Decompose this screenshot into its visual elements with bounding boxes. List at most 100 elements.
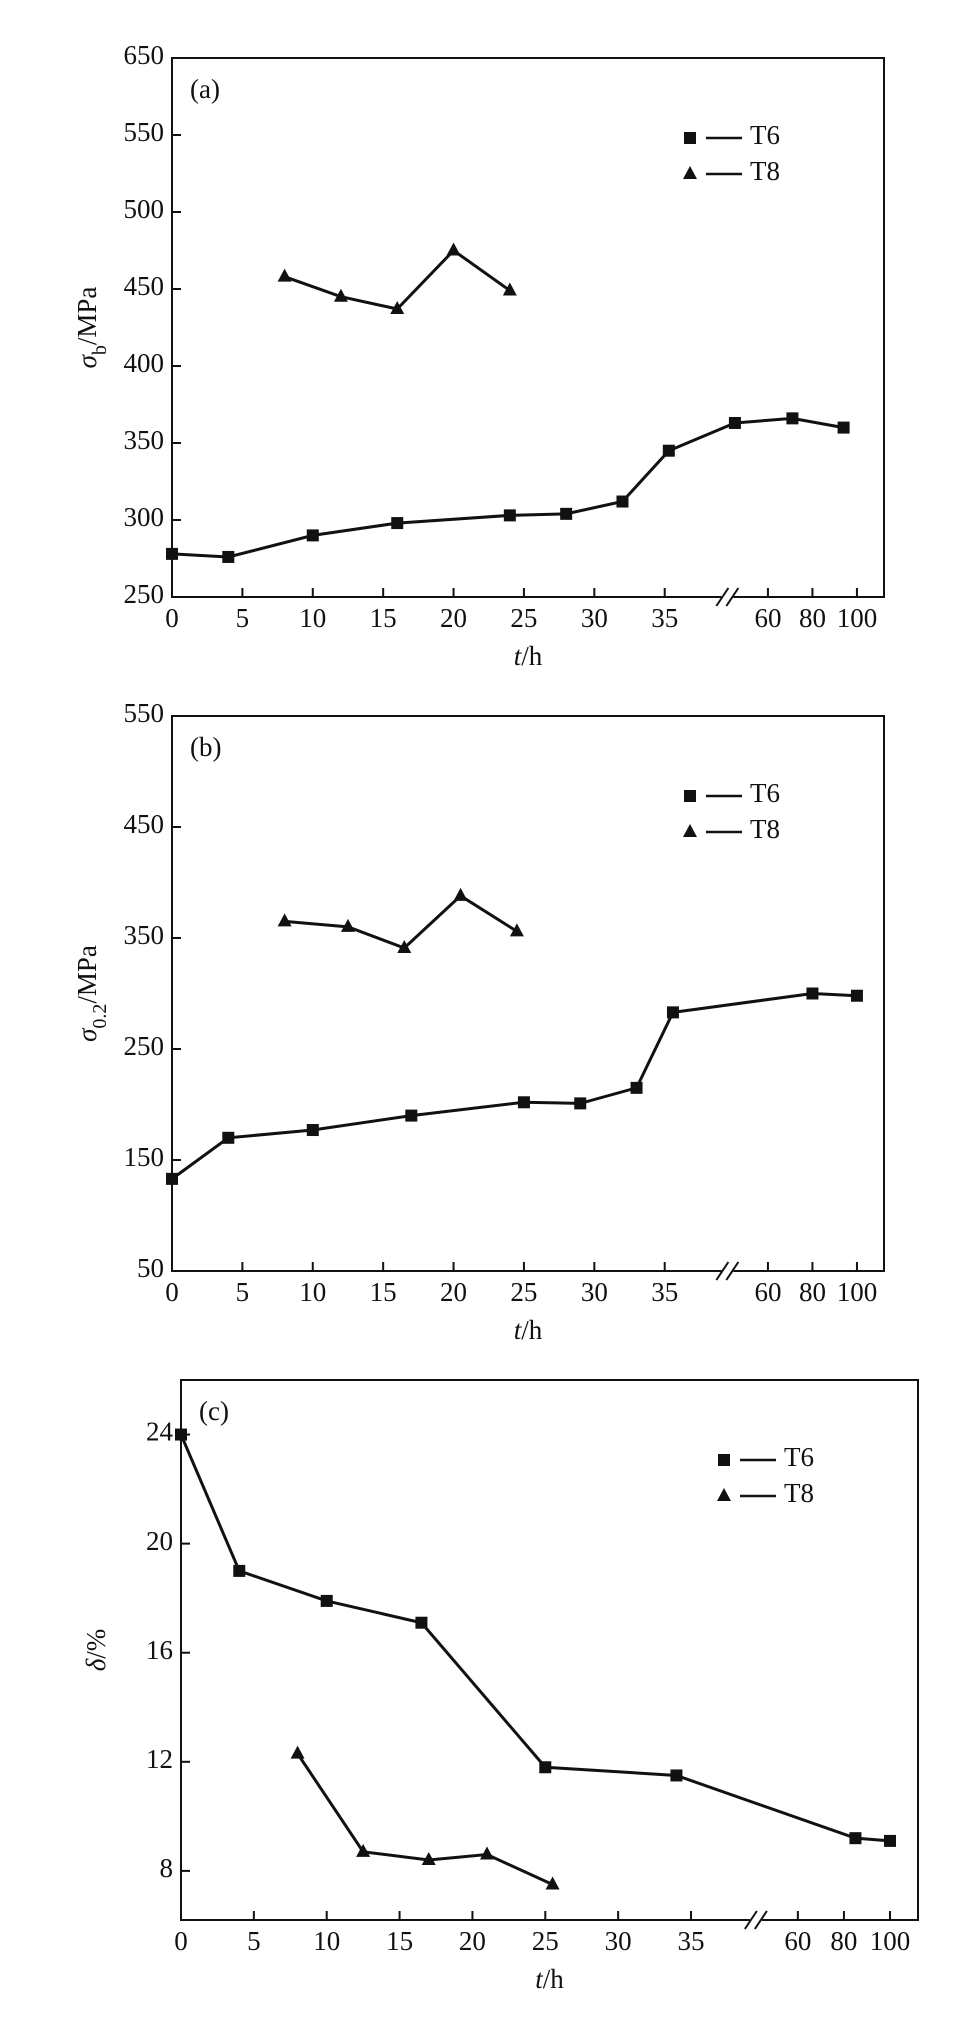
data-point [837, 421, 850, 434]
y-tick-label: 550 [124, 117, 165, 147]
x-tick-label: 25 [532, 1926, 559, 1956]
legend-marker [684, 132, 696, 144]
x-tick-label: 10 [299, 1277, 326, 1307]
data-point [306, 1124, 319, 1137]
data-point [480, 1846, 495, 1860]
axis-break [725, 587, 740, 607]
y-tick-label: 50 [137, 1253, 164, 1283]
data-point [728, 416, 741, 429]
series-line [179, 1433, 891, 1843]
data-point [786, 412, 799, 425]
series-line [284, 893, 518, 950]
y-tick-label: 250 [124, 1031, 165, 1061]
legend-marker [717, 1488, 731, 1501]
x-tick-label: 15 [370, 603, 397, 633]
x-tick-label: 0 [165, 1277, 179, 1307]
y-label-part: /MPa [72, 945, 102, 1004]
y-tick-label: 16 [146, 1635, 173, 1665]
data-point [166, 1172, 178, 1185]
x-tick-label: 10 [313, 1926, 340, 1956]
data-point [453, 887, 468, 901]
y-label-part: σ [72, 1027, 102, 1042]
x-label-part: /h [543, 1964, 565, 1994]
y-tick-label: 150 [124, 1142, 165, 1172]
data-point [509, 923, 524, 937]
x-tick-label: 25 [510, 1277, 537, 1307]
y-tick-label: 450 [124, 809, 165, 839]
data-point [666, 1006, 679, 1019]
y-axis-label: σ0.2/MPa [72, 945, 110, 1042]
data-point [883, 1834, 896, 1847]
y-tick-label: 250 [124, 579, 165, 609]
x-tick-label: 80 [799, 603, 826, 633]
data-point [545, 1876, 560, 1890]
panel-label: (b) [190, 732, 221, 762]
data-point [320, 1594, 333, 1607]
x-tick-label: 10 [299, 603, 326, 633]
legend-label: T6 [750, 120, 780, 150]
x-tick-label: 35 [651, 1277, 678, 1307]
data-point [306, 529, 319, 542]
x-tick-label: 30 [581, 1277, 608, 1307]
axis-break-gap [721, 1267, 734, 1275]
plot-frame [171, 715, 885, 1272]
y-label-part: σ [72, 353, 102, 368]
x-tick-label: 60 [754, 1277, 781, 1307]
y-tick-label: 20 [146, 1526, 173, 1556]
x-tick-label: 5 [247, 1926, 261, 1956]
x-tick-label: 80 [799, 1277, 826, 1307]
legend-label: T8 [784, 1478, 814, 1508]
x-tick-label: 5 [236, 603, 250, 633]
data-point [405, 1109, 418, 1122]
data-point [630, 1081, 643, 1094]
data-point [616, 495, 629, 508]
y-tick-label: 500 [124, 194, 165, 224]
y-axis-label: σb/MPa [72, 287, 110, 369]
data-point [415, 1616, 428, 1629]
legend-marker [718, 1454, 730, 1466]
data-point [517, 1096, 530, 1109]
data-point [277, 913, 292, 927]
x-axis-label: t/h [535, 1964, 564, 1994]
data-point [421, 1852, 436, 1865]
legend-label: T8 [750, 156, 780, 186]
x-tick-label: 35 [651, 603, 678, 633]
y-tick-label: 24 [146, 1417, 174, 1447]
axis-break [715, 1261, 730, 1281]
x-tick-label: 0 [174, 1926, 188, 1956]
y-tick-label: 650 [124, 40, 165, 70]
legend-label: T6 [750, 778, 780, 808]
x-axis-label: t/h [514, 641, 543, 671]
x-tick-label: 5 [236, 1277, 250, 1307]
data-point [446, 242, 461, 256]
legend-marker [684, 790, 696, 802]
x-tick-label: 100 [870, 1926, 911, 1956]
data-point [233, 1564, 246, 1577]
data-point [662, 444, 675, 457]
data-point [503, 509, 516, 522]
x-tick-label: 60 [784, 1926, 811, 1956]
data-point [290, 1745, 305, 1759]
y-label-part: δ [81, 1658, 111, 1671]
data-point [670, 1769, 683, 1782]
x-label-part: /h [521, 641, 543, 671]
x-tick-label: 25 [510, 603, 537, 633]
data-point [502, 282, 517, 296]
legend-label: T6 [784, 1442, 814, 1472]
panel: 250 300 350 400 450 500 550 650 0 5 10 15 20 25 30 35 60… [72, 40, 885, 671]
y-label-part: /MPa [72, 287, 102, 346]
x-tick-label: 30 [581, 603, 608, 633]
y-tick-label: 350 [124, 920, 165, 950]
plot-frame [171, 57, 885, 598]
x-tick-label: 35 [678, 1926, 705, 1956]
y-tick-label: 8 [160, 1853, 174, 1883]
data-point [574, 1097, 587, 1110]
y-tick-label: 300 [124, 502, 165, 532]
data-point [175, 1428, 187, 1441]
data-point [166, 547, 178, 560]
data-point [539, 1761, 552, 1774]
legend-marker [683, 824, 697, 837]
data-point [397, 939, 412, 953]
panel-label: (a) [190, 74, 220, 104]
